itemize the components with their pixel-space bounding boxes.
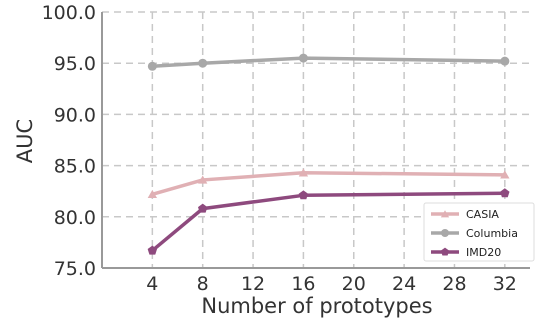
legend-label: Columbia: [466, 227, 518, 240]
series-line-columbia: [150, 56, 507, 69]
x-tick-label: 16: [291, 273, 315, 295]
data-point: [198, 175, 208, 184]
series-line-casia: [150, 171, 507, 197]
y-tick-label: 80.0: [54, 207, 96, 229]
x-tick-label: 20: [342, 273, 366, 295]
legend-label: IMD20: [466, 246, 501, 259]
legend-item-imd20: IMD20: [431, 246, 501, 259]
legend-label: CASIA: [466, 208, 499, 221]
legend-marker: [440, 210, 450, 218]
series-casia: [147, 168, 510, 198]
legend-box: [423, 202, 535, 262]
y-tick-label: 100.0: [42, 2, 96, 24]
x-tick-label: 28: [442, 273, 466, 295]
x-tick-label: 12: [241, 273, 265, 295]
y-tick-label: 75.0: [54, 258, 96, 280]
data-point: [147, 61, 157, 71]
x-axis-label: Number of prototypes: [201, 294, 432, 318]
legend: CASIA Columbia IMD20: [423, 202, 535, 262]
data-point: [198, 58, 208, 68]
data-point: [298, 190, 309, 200]
legend-item-casia: CASIA: [431, 208, 499, 221]
legend-marker: [440, 247, 450, 256]
y-tick-label: 85.0: [54, 156, 96, 178]
series-group: [147, 53, 510, 255]
x-tick-label: 8: [197, 273, 209, 295]
data-point: [500, 170, 510, 179]
series-columbia: [147, 53, 510, 71]
legend-marker: [441, 229, 449, 237]
y-tick-label: 90.0: [54, 104, 96, 126]
series-line-imd20: [150, 191, 507, 253]
data-point: [147, 245, 158, 255]
axes: [101, 12, 530, 269]
data-point: [298, 168, 309, 177]
y-tick-label: 95.0: [54, 53, 96, 75]
legend-item-columbia: Columbia: [431, 227, 518, 240]
x-tick-labels: 4 8 12 16 20 24 28 32: [146, 273, 517, 295]
x-tick-label: 24: [392, 273, 416, 295]
data-point: [198, 203, 208, 213]
data-point: [500, 56, 510, 66]
series-imd20: [147, 188, 510, 255]
x-tick-label: 4: [146, 273, 158, 295]
data-point: [147, 189, 158, 198]
data-point: [298, 53, 308, 63]
y-axis-label: AUC: [13, 119, 37, 163]
x-tick-label: 32: [493, 273, 517, 295]
y-tick-labels: 75.0 80.0 85.0 90.0 95.0 100.0: [42, 2, 96, 280]
data-point: [500, 188, 510, 198]
